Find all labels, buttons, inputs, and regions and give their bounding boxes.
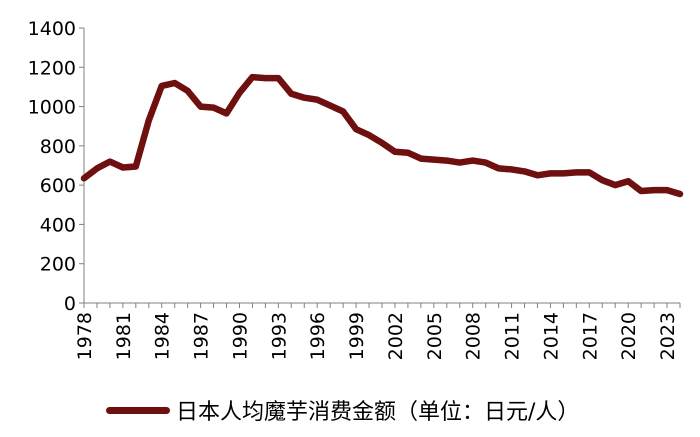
x-tick-label: 1978 (74, 312, 96, 360)
x-tick-label: 1990 (229, 312, 251, 360)
data-point (497, 166, 501, 170)
series-group (80, 73, 684, 198)
data-point (535, 173, 539, 177)
data-point (652, 188, 656, 192)
data-point (225, 111, 229, 115)
data-point (458, 161, 462, 165)
y-tick-label: 200 (40, 254, 76, 276)
data-point (393, 150, 397, 154)
data-point (302, 96, 306, 100)
x-tick-label: 1981 (113, 312, 135, 360)
data-point (678, 192, 682, 196)
data-point (250, 75, 254, 79)
data-point (445, 159, 449, 163)
y-tick-label: 1400 (28, 18, 76, 40)
data-point (510, 167, 514, 171)
series-line (80, 73, 684, 198)
data-point (237, 91, 241, 95)
data-point (523, 169, 527, 173)
data-point (95, 166, 99, 170)
data-point (639, 189, 643, 193)
data-point (160, 84, 164, 88)
x-tick-label: 1984 (152, 312, 174, 360)
legend-label: 日本人均魔芋消费金额（单位：日元/人） (176, 400, 580, 425)
data-point (367, 133, 371, 137)
legend-swatch (106, 406, 170, 414)
y-tick-label: 800 (40, 136, 76, 158)
data-point (665, 188, 669, 192)
x-tick-label: 2011 (502, 312, 524, 360)
y-tick-label: 1200 (28, 57, 76, 79)
data-point (600, 178, 604, 182)
data-point (419, 157, 423, 161)
data-point (613, 183, 617, 187)
data-point (561, 171, 565, 175)
x-tick-label: 2008 (463, 312, 485, 360)
data-point (134, 164, 138, 168)
data-point (406, 151, 410, 155)
x-tick-label: 2005 (424, 312, 446, 360)
x-tick-label: 2023 (657, 312, 679, 360)
data-point (587, 170, 591, 174)
data-point (212, 106, 216, 110)
data-point (626, 179, 630, 183)
y-tick-label: 1000 (28, 97, 76, 119)
y-tick-label: 0 (64, 293, 76, 315)
data-point (263, 76, 267, 80)
data-point (341, 109, 345, 113)
data-point (380, 141, 384, 145)
x-tick-label: 1993 (268, 312, 290, 360)
data-point (173, 81, 177, 85)
data-point (471, 159, 475, 163)
y-tick-label: 400 (40, 214, 76, 236)
x-tick-label: 1996 (307, 312, 329, 360)
x-tick-label: 1999 (346, 312, 368, 360)
data-point (574, 170, 578, 174)
data-point (484, 161, 488, 165)
data-point (147, 118, 151, 122)
data-point (82, 176, 86, 180)
x-axis: 1978 1981 1984 1987 1990 1993 1996 1999 2002 2005… (74, 302, 681, 360)
data-point (432, 158, 436, 162)
x-tick-label: 2002 (385, 312, 407, 360)
data-point (548, 171, 552, 175)
x-tick-label: 2014 (540, 312, 562, 360)
legend: 日本人均魔芋消费金额（单位：日元/人） (106, 394, 579, 426)
y-tick-label: 600 (40, 175, 76, 197)
data-point (121, 165, 125, 169)
x-tick-label: 2017 (579, 312, 601, 360)
data-point (354, 127, 358, 131)
data-point (328, 104, 332, 108)
data-point (276, 76, 280, 80)
data-point (199, 105, 203, 109)
data-point (315, 98, 319, 102)
data-point (186, 89, 190, 93)
x-tick-label: 2020 (618, 312, 640, 360)
x-tick-label: 1987 (191, 312, 213, 360)
data-point (289, 92, 293, 96)
data-point (108, 160, 112, 164)
y-axis: 0 200 400 600 800 1000 1200 1400 (28, 18, 85, 315)
